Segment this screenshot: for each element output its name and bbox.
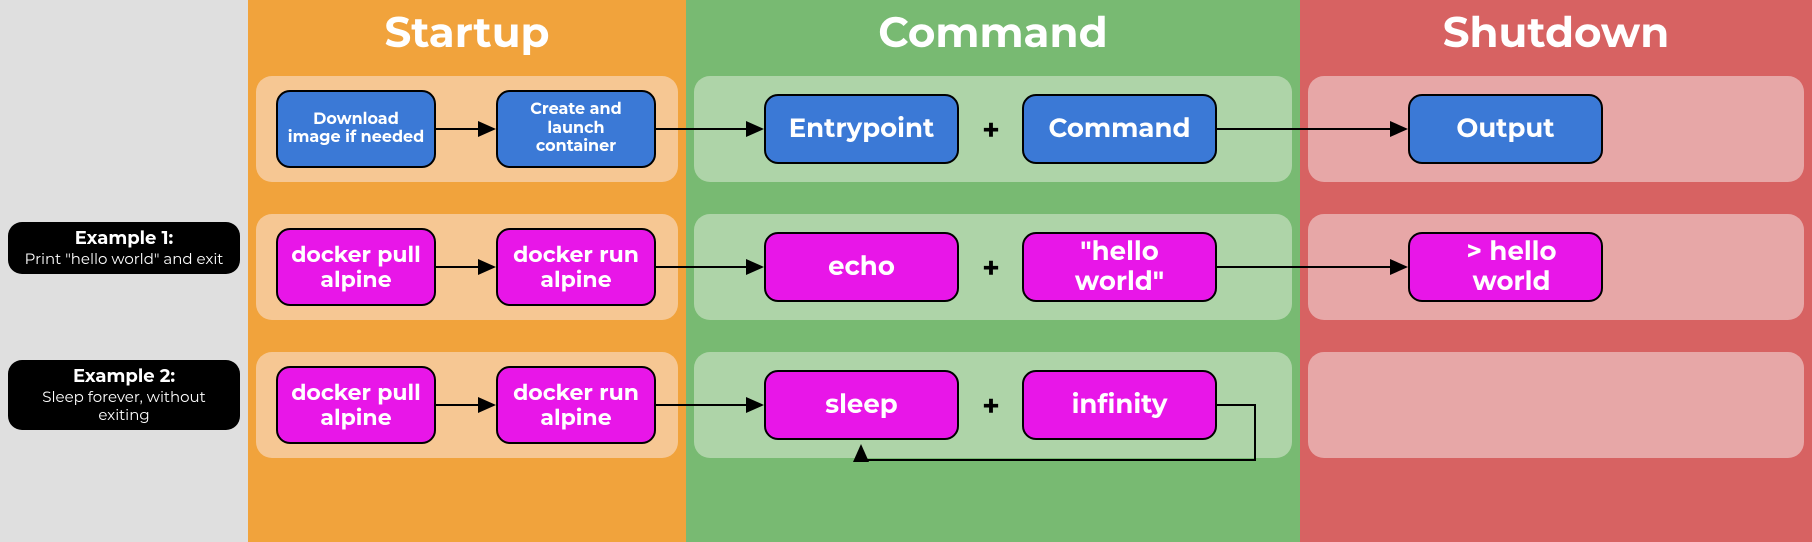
node-command: Command <box>1022 94 1217 164</box>
gapA-2 <box>686 194 1300 202</box>
node-r2-pull: docker pull alpine <box>276 366 436 444</box>
row0-command: Entrypoint + Command <box>686 64 1300 194</box>
footer-1 <box>248 470 686 542</box>
row2-shutdown <box>1300 340 1812 470</box>
row2-shutdown-inner <box>1308 352 1804 458</box>
node-r2-run-text: docker run alpine <box>506 380 646 431</box>
gapB-2 <box>686 332 1300 340</box>
gapA-3 <box>1300 194 1812 202</box>
node-output-text: Output <box>1456 114 1554 144</box>
node-r1-run: docker run alpine <box>496 228 656 306</box>
row1-label: Example 1: Print "hello world" and exit <box>8 222 240 274</box>
row1-startup: docker pull alpine docker run alpine <box>248 202 686 332</box>
node-r1-pull: docker pull alpine <box>276 228 436 306</box>
row2-label-cell: Example 2: Sleep forever, without exitin… <box>0 340 248 470</box>
node-r1-echo-text: echo <box>828 252 895 282</box>
node-r1-hello: "hello world" <box>1022 232 1217 302</box>
row2-subtitle: Sleep forever, without exiting <box>18 388 230 424</box>
node-r2-infinity-text: infinity <box>1072 390 1168 420</box>
row1-subtitle: Print "hello world" and exit <box>25 250 224 268</box>
row0-startup: Download image if needed Create and laun… <box>248 64 686 194</box>
plus-row0: + <box>971 112 1011 146</box>
row1-title: Example 1: <box>75 228 174 250</box>
header-shutdown-text: Shutdown <box>1443 6 1670 58</box>
node-output: Output <box>1408 94 1603 164</box>
row1-shutdown: > hello world <box>1300 202 1812 332</box>
plus-row2: + <box>971 388 1011 422</box>
footer-0 <box>0 470 248 542</box>
row1-command: echo + "hello world" <box>686 202 1300 332</box>
row0-shutdown: Output <box>1300 64 1812 194</box>
node-r1-hello-text: "hello world" <box>1032 237 1207 297</box>
node-download-image-text: Download image if needed <box>286 111 426 148</box>
node-r1-run-text: docker run alpine <box>506 242 646 293</box>
node-create-launch: Create and launch container <box>496 90 656 168</box>
node-r2-sleep: sleep <box>764 370 959 440</box>
node-entrypoint: Entrypoint <box>764 94 959 164</box>
node-create-launch-text: Create and launch container <box>506 101 646 156</box>
node-download-image: Download image if needed <box>276 90 436 168</box>
plus-row1: + <box>971 250 1011 284</box>
node-command-text: Command <box>1048 114 1190 144</box>
gapB-1 <box>248 332 686 340</box>
gapA-0 <box>0 194 248 202</box>
row2-title: Example 2: <box>73 366 175 388</box>
gapB-3 <box>1300 332 1812 340</box>
header-blank <box>0 0 248 64</box>
gapB-0 <box>0 332 248 340</box>
row2-startup: docker pull alpine docker run alpine <box>248 340 686 470</box>
node-r2-pull-text: docker pull alpine <box>286 380 426 431</box>
gapA-1 <box>248 194 686 202</box>
row2-label: Example 2: Sleep forever, without exitin… <box>8 360 240 430</box>
header-startup: Startup <box>248 0 686 64</box>
node-entrypoint-text: Entrypoint <box>789 114 935 144</box>
diagram-grid: Startup Command Shutdown Download image … <box>0 0 1812 542</box>
row2-command: sleep + infinity <box>686 340 1300 470</box>
node-r2-run: docker run alpine <box>496 366 656 444</box>
node-r1-pull-text: docker pull alpine <box>286 242 426 293</box>
node-r1-output: > hello world <box>1408 232 1603 302</box>
row0-label-blank <box>0 64 248 194</box>
header-startup-text: Startup <box>384 6 549 58</box>
header-command: Command <box>686 0 1300 64</box>
header-shutdown: Shutdown <box>1300 0 1812 64</box>
header-command-text: Command <box>878 6 1107 58</box>
footer-3 <box>1300 470 1812 542</box>
node-r2-infinity: infinity <box>1022 370 1217 440</box>
node-r2-sleep-text: sleep <box>825 390 897 420</box>
footer-2 <box>686 470 1300 542</box>
node-r1-output-text: > hello world <box>1430 237 1593 297</box>
node-r1-echo: echo <box>764 232 959 302</box>
row1-label-cell: Example 1: Print "hello world" and exit <box>0 202 248 332</box>
